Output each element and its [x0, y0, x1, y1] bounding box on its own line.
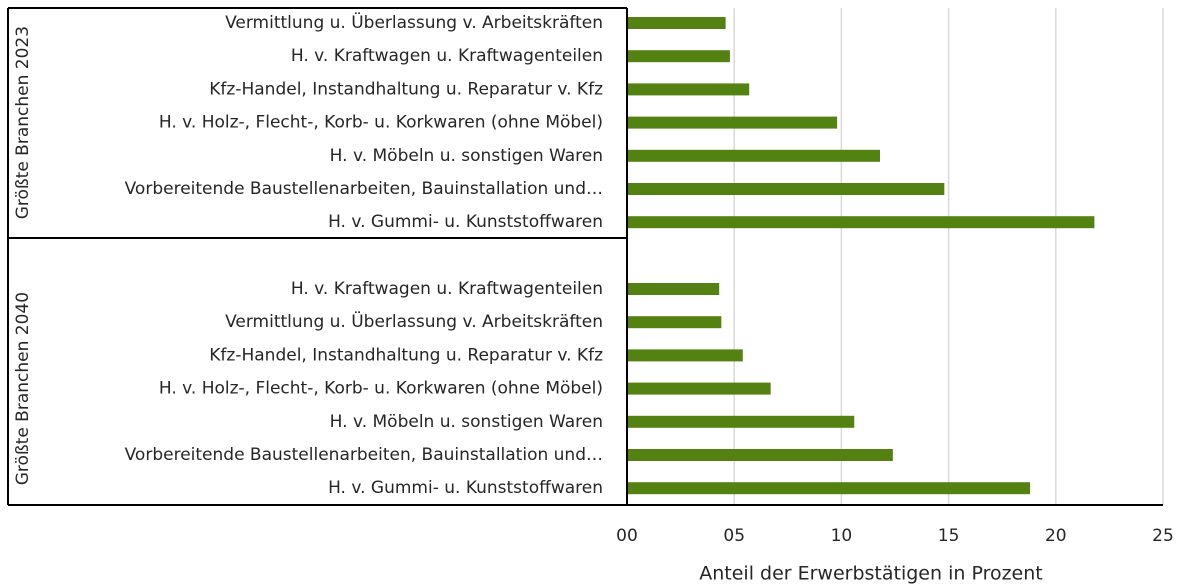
bar — [627, 349, 743, 362]
bar — [627, 216, 1095, 229]
category-label: H. v. Gummi- u. Kunststoffwaren — [328, 478, 603, 498]
category-label: Vermittlung u. Überlassung v. Arbeitskrä… — [225, 310, 603, 332]
x-tick-label: 05 — [723, 526, 745, 546]
bar — [627, 183, 945, 195]
group-label: Größte Branchen 2023 — [13, 26, 33, 219]
x-tick-label: 10 — [831, 526, 853, 546]
x-tick-label: 25 — [1152, 526, 1174, 546]
bar — [627, 449, 893, 461]
category-label: Vorbereitende Baustellenarbeiten, Bauins… — [125, 445, 603, 465]
bar — [627, 149, 880, 162]
x-axis-label: Anteil der Erwerbstätigen in Prozent — [699, 563, 1043, 585]
bar — [627, 283, 720, 295]
bar — [627, 316, 722, 329]
category-label: H. v. Holz-, Flecht-, Korb- u. Korkwaren… — [159, 113, 603, 133]
bar — [627, 116, 838, 129]
bar — [627, 415, 855, 428]
bar — [627, 50, 730, 63]
category-label: H. v. Kraftwagen u. Kraftwagenteilen — [291, 46, 603, 66]
category-label: H. v. Holz-, Flecht-, Korb- u. Korkwaren… — [159, 379, 603, 399]
group-label: Größte Branchen 2040 — [13, 292, 33, 485]
category-label: H. v. Möbeln u. sonstigen Waren — [330, 146, 603, 166]
category-label: H. v. Kraftwagen u. Kraftwagenteilen — [291, 279, 603, 299]
bar — [627, 17, 726, 29]
category-label: H. v. Gummi- u. Kunststoffwaren — [328, 212, 603, 232]
bar — [627, 83, 750, 96]
x-tick-label: 20 — [1045, 526, 1067, 546]
category-label: Vorbereitende Baustellenarbeiten, Bauins… — [125, 179, 603, 199]
category-label: Kfz-Handel, Instandhaltung u. Reparatur … — [209, 345, 603, 365]
category-label: Kfz-Handel, Instandhaltung u. Reparatur … — [209, 79, 603, 99]
bar — [627, 482, 1031, 495]
x-tick-label: 15 — [938, 526, 960, 546]
bar — [627, 382, 771, 395]
category-label: H. v. Möbeln u. sonstigen Waren — [330, 412, 603, 432]
category-label: Vermittlung u. Überlassung v. Arbeitskrä… — [225, 11, 603, 33]
x-tick-label: 00 — [616, 526, 638, 546]
